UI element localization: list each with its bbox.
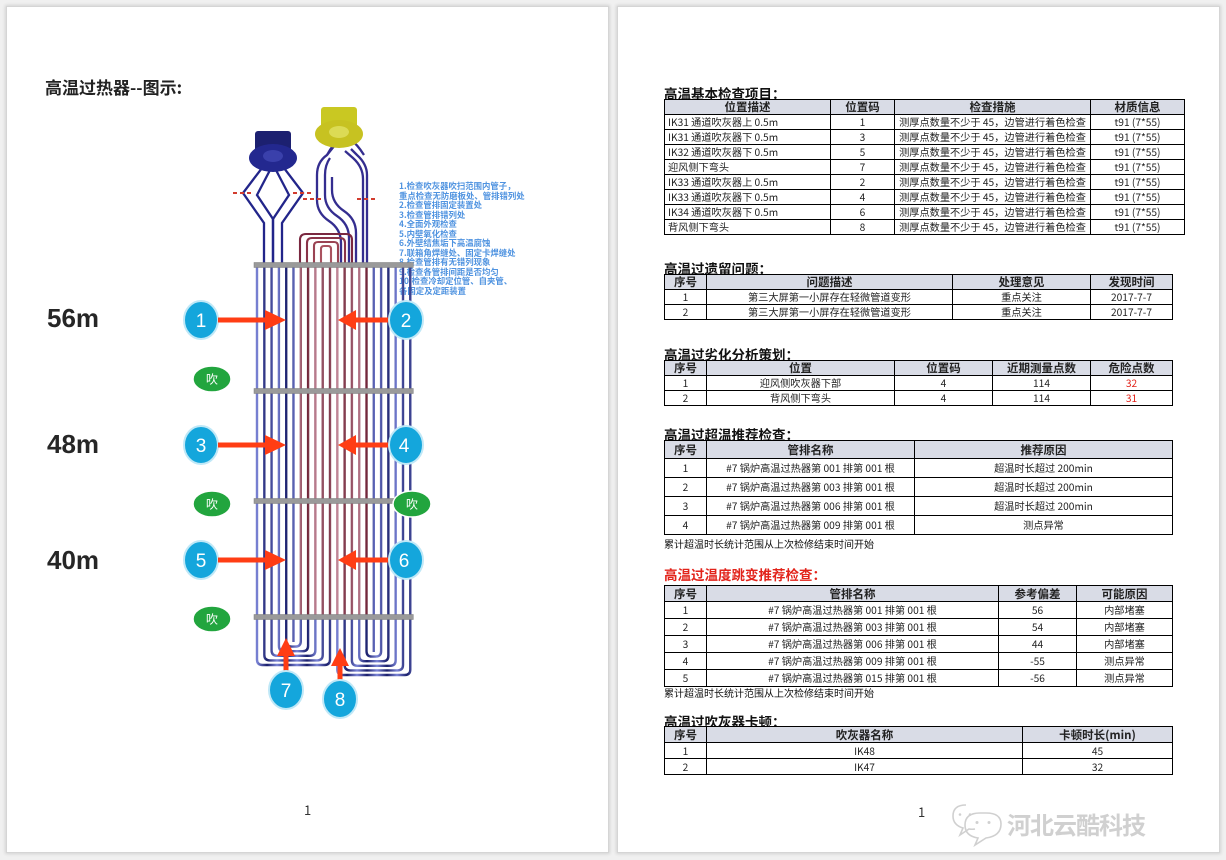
svg-text:吹: 吹: [406, 496, 418, 513]
svg-text:吹: 吹: [206, 371, 218, 388]
svg-text:56m: 56m: [47, 303, 99, 333]
svg-text:6: 6: [399, 551, 410, 572]
svg-text:1: 1: [196, 311, 207, 332]
svg-text:吹: 吹: [206, 611, 218, 628]
svg-text:4: 4: [399, 436, 410, 457]
svg-text:2: 2: [401, 311, 412, 332]
svg-text:5: 5: [196, 551, 207, 572]
svg-text:40m: 40m: [47, 545, 99, 575]
svg-text:7: 7: [281, 681, 292, 702]
svg-text:吹: 吹: [206, 496, 218, 513]
svg-text:48m: 48m: [47, 429, 99, 459]
svg-text:8: 8: [335, 690, 346, 711]
svg-text:3: 3: [196, 436, 207, 457]
svg-text:河北云酷科技: 河北云酷科技: [1007, 806, 1146, 841]
